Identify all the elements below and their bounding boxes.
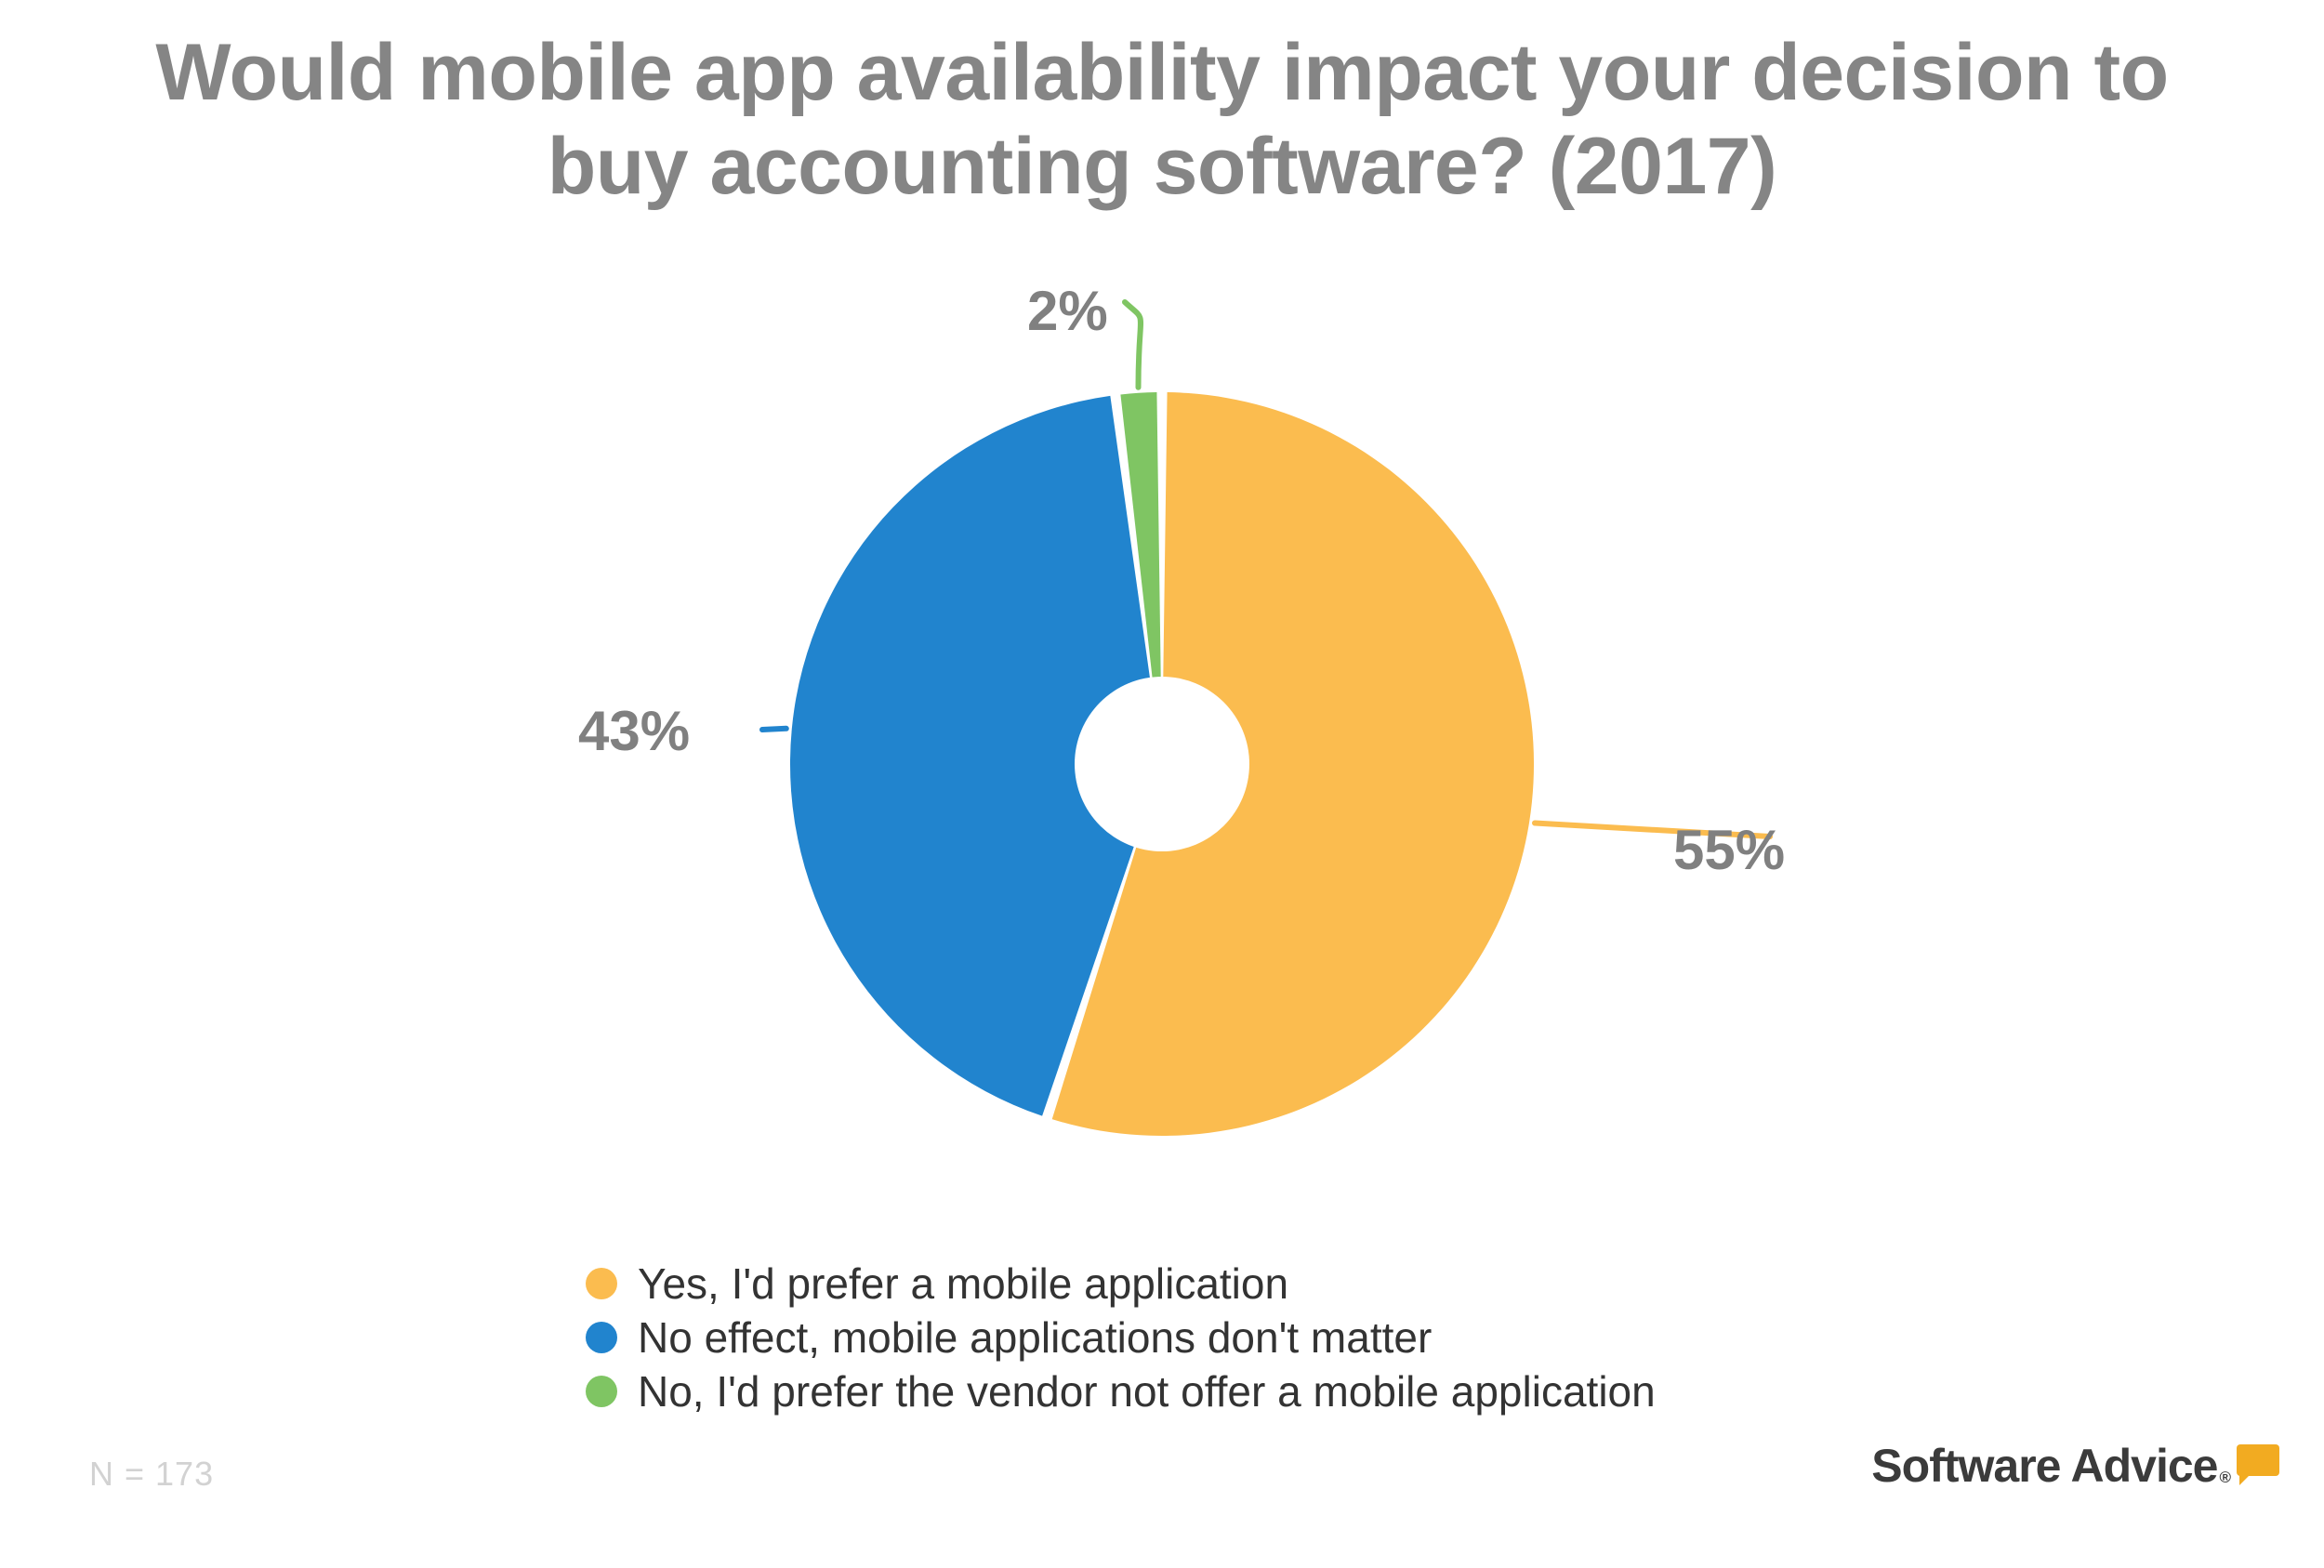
legend-item-no[interactable]: No, I'd prefer the vendor not offer a mo… xyxy=(586,1364,1656,1418)
legend-item-yes[interactable]: Yes, I'd prefer a mobile application xyxy=(586,1257,1656,1311)
legend-label-no-effect: No effect, mobile applications don't mat… xyxy=(638,1313,1433,1362)
brand-name-text: Software Advice xyxy=(1871,1440,2218,1492)
donut-slice[interactable] xyxy=(789,395,1162,1116)
value-label-orange: 55% xyxy=(1673,819,1786,881)
leader-line xyxy=(1122,299,1144,390)
donut-slices xyxy=(789,392,1535,1137)
sample-size-note: N = 173 xyxy=(89,1455,215,1493)
value-label-green: 2% xyxy=(1027,280,1108,342)
title-line-2: buy accounting software? (2017) xyxy=(547,122,1777,212)
legend-swatch-icon-no-effect xyxy=(586,1322,617,1353)
legend-swatch-icon-no xyxy=(586,1376,617,1407)
legend-label-no: No, I'd prefer the vendor not offer a mo… xyxy=(638,1367,1656,1416)
legend-swatch-icon-yes xyxy=(586,1268,617,1299)
donut-slice[interactable] xyxy=(1051,392,1535,1137)
brand-logo: Software Advice ® xyxy=(1871,1443,2279,1489)
donut-slice[interactable] xyxy=(1120,392,1162,764)
speech-bubble-icon xyxy=(2237,1444,2279,1485)
legend-label-yes: Yes, I'd prefer a mobile application xyxy=(638,1259,1289,1308)
title-line-1: Would mobile app availability impact you… xyxy=(155,28,2169,117)
registered-mark-icon: ® xyxy=(2219,1469,2231,1486)
value-label-blue: 43% xyxy=(578,700,691,762)
leader-lines xyxy=(759,299,1773,839)
leader-line xyxy=(759,725,789,732)
legend-item-no-effect[interactable]: No effect, mobile applications don't mat… xyxy=(586,1311,1656,1364)
chart-legend: Yes, I'd prefer a mobile application No … xyxy=(586,1257,1656,1418)
donut-hole xyxy=(1075,677,1249,851)
page-title: Would mobile app availability impact you… xyxy=(0,26,2324,215)
